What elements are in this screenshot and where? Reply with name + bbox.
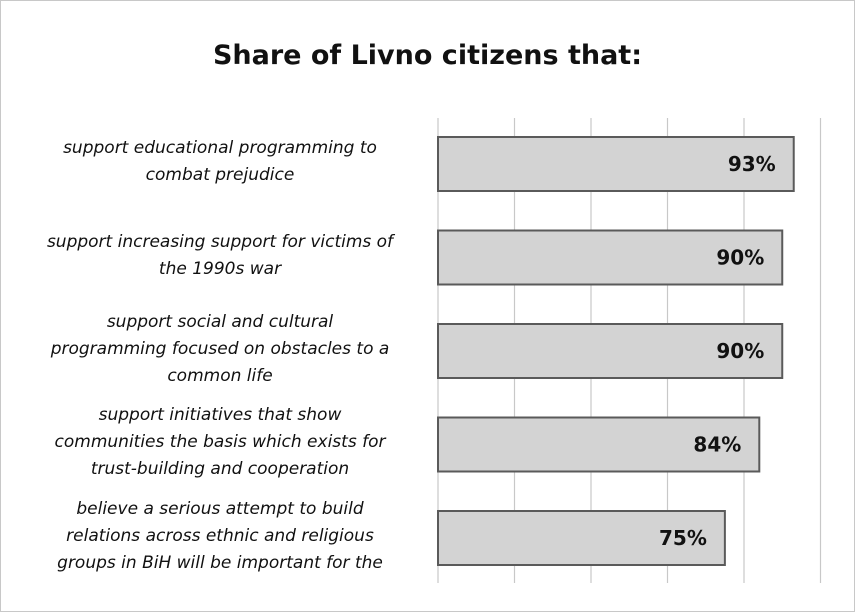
bar-2 — [437, 229, 784, 286]
category-label-1: support educational programming to combat… — [15, 135, 425, 189]
bar-5 — [437, 510, 726, 566]
bar-value-label-4: 84% — [693, 433, 741, 457]
bar-1 — [437, 136, 795, 192]
category-label-line: combat prejudice — [145, 165, 295, 185]
bar-3 — [437, 323, 784, 379]
category-label-line: groups in BiH will be important for the — [57, 552, 383, 573]
category-label-4: support initiatives that show communities… — [15, 402, 425, 483]
bar-value-label-1: 93% — [728, 152, 776, 176]
category-label-line: support increasing support for victims o… — [46, 231, 394, 252]
chart-title: Share of Livno citizens that: — [212, 40, 643, 71]
category-label-line: relations across ethnic and religious — [66, 525, 374, 546]
bar-value-label-2: 90% — [716, 246, 764, 270]
category-label-3: support social and cultural programming f… — [15, 309, 425, 390]
data-labels: 93% 90% 90% 84% 75% — [659, 152, 776, 550]
category-label-line: programming focused on obstacles to a — [50, 338, 390, 359]
category-label-line: support educational programming to — [63, 138, 377, 158]
category-label-line: trust-building and cooperation — [90, 459, 350, 479]
bars — [437, 136, 795, 566]
category-label-line: believe a serious attempt to build — [76, 498, 364, 519]
category-label-line: communities the basis which exists for — [54, 432, 386, 452]
bar-value-label-3: 90% — [716, 339, 764, 363]
category-label-2: support increasing support for victims o… — [15, 229, 425, 283]
category-label-line: common life — [167, 365, 273, 386]
category-label-5: believe a serious attempt to build relati… — [15, 496, 425, 577]
category-label-line: the 1990s war — [158, 258, 282, 279]
bar-4 — [437, 416, 761, 473]
bar-value-label-5: 75% — [659, 526, 707, 550]
category-label-line: support social and cultural — [106, 311, 334, 332]
category-label-line: support initiatives that show — [98, 405, 342, 425]
